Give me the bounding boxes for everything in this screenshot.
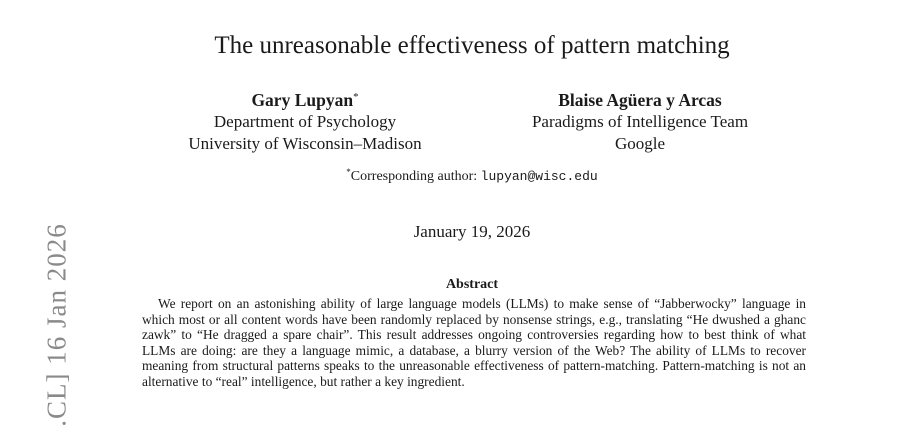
paper-date: January 19, 2026 <box>413 222 531 241</box>
corresponding-marker: * <box>346 167 351 177</box>
author-affiliation-1-line1: Department of Psychology <box>213 112 397 131</box>
author-block-1: Gary Lupyan* Department of Psychology Un… <box>170 86 440 155</box>
abstract-heading: Abstract <box>445 277 499 292</box>
corresponding-label: Corresponding author: <box>350 169 481 184</box>
author-affiliation-2-line1: Paradigms of Intelligence Team <box>531 112 749 131</box>
corresponding-author-note: *Corresponding author: lupyan@wisc.edu <box>0 167 900 185</box>
arxiv-stamp: .CL] 16 Jan 2026 <box>41 223 72 427</box>
author-name-2: Blaise Agüera y Arcas <box>500 86 780 111</box>
abstract-text: We report on an astonishing ability of l… <box>142 296 806 389</box>
abstract-body: We report on an astonishing ability of l… <box>142 296 806 390</box>
author-name-2-text: Blaise Agüera y Arcas <box>558 90 722 110</box>
author-name-1-text: Gary Lupyan <box>251 90 354 110</box>
author-marker-1: * <box>353 91 359 103</box>
author-affiliation-1-line2: University of Wisconsin–Madison <box>188 134 422 153</box>
corresponding-email: lupyan@wisc.edu <box>480 169 598 184</box>
author-name-1: Gary Lupyan* <box>170 86 440 111</box>
paper-title: The unreasonable effectiveness of patter… <box>214 32 730 59</box>
author-affiliation-2-line2: Google <box>614 134 666 153</box>
author-block-2: Blaise Agüera y Arcas Paradigms of Intel… <box>500 86 780 155</box>
